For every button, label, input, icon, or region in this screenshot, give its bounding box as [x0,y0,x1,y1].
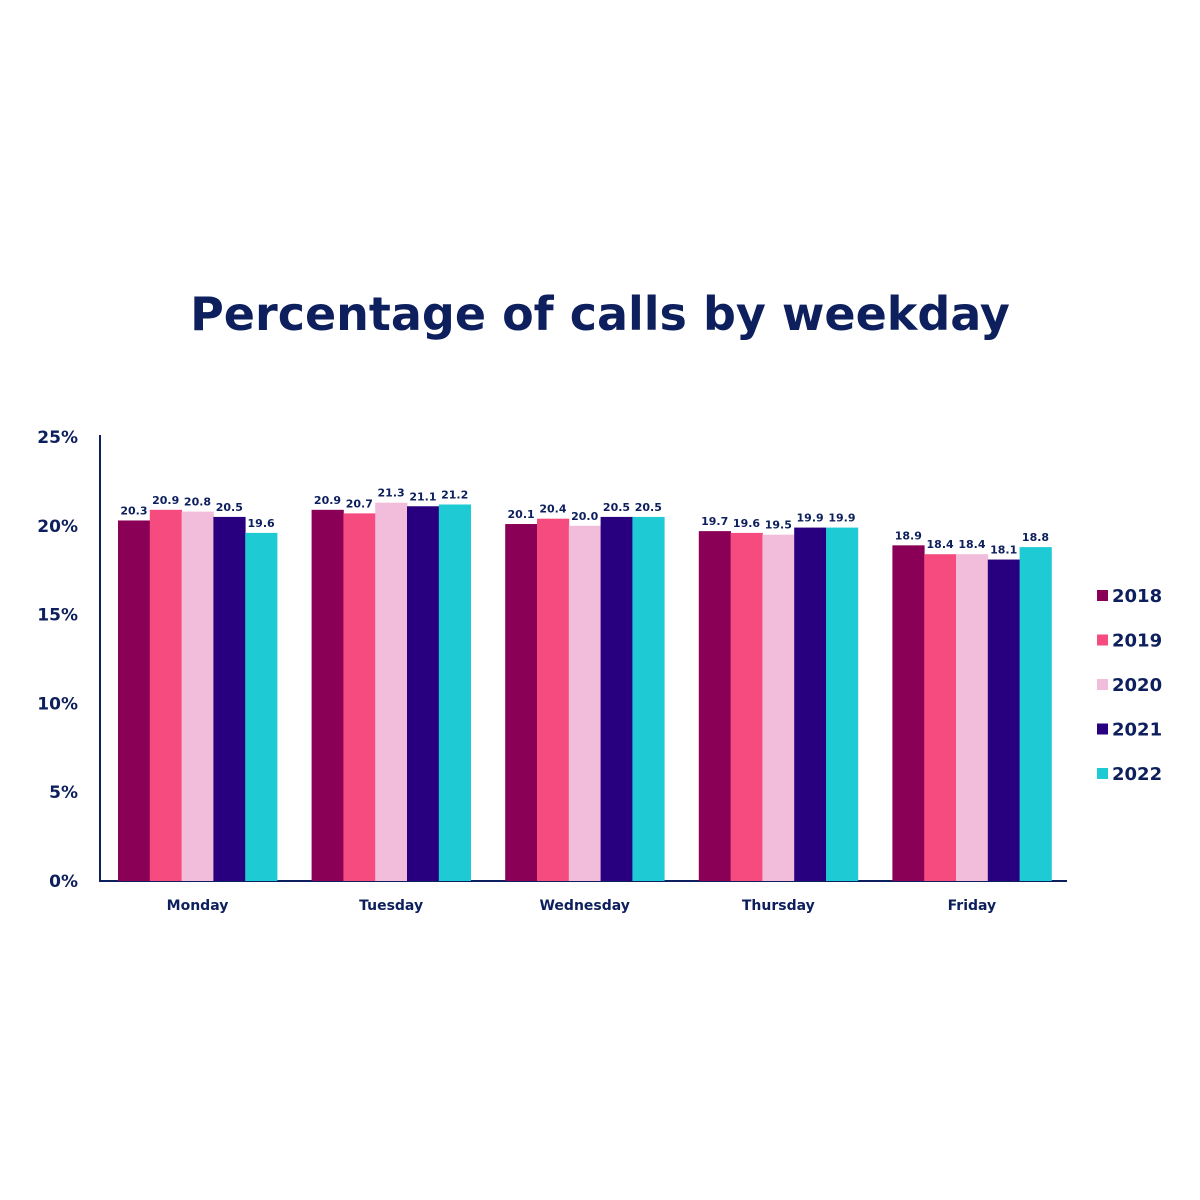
data-label: 21.2 [441,488,468,501]
data-label: 18.4 [927,538,954,551]
y-tick-label: 15% [37,606,78,626]
data-label: 19.9 [797,512,824,525]
data-label: 20.5 [603,501,630,514]
data-label: 20.5 [635,501,662,514]
bar-2021-friday [987,559,1020,881]
legend-label: 2021 [1112,720,1162,741]
y-tick-label: 0% [49,872,78,892]
y-tick-label: 25% [37,428,78,448]
bar-2021-thursday [794,527,827,881]
bar-2022-wednesday [632,516,665,881]
y-tick-label: 10% [37,694,78,714]
bar-2019-wednesday [537,518,570,881]
bar-2020-thursday [762,534,795,881]
data-label: 21.1 [409,490,436,503]
y-tick-label: 5% [49,783,78,803]
data-label: 18.4 [958,538,985,551]
x-tick-label: Tuesday [359,898,423,914]
x-tick-label: Wednesday [539,898,629,914]
data-label: 18.8 [1022,531,1049,544]
chart-title: Percentage of calls by weekday [190,287,1010,341]
data-label: 18.9 [895,529,922,542]
bar-2019-thursday [730,532,763,881]
data-label: 20.7 [346,497,373,510]
bar-2022-tuesday [438,504,471,881]
bar-2018-tuesday [311,509,344,881]
data-label: 19.6 [733,517,760,530]
plot-area: 0% 5% 10% 15% 20% 25% 20.3 20.9 20.1 19.7 18.9 20.9… [37,428,1067,914]
legend-swatch-2022 [1097,768,1108,779]
data-label: 21.3 [378,487,405,500]
legend-swatch-2020 [1097,679,1108,690]
bar-2020-tuesday [375,502,408,881]
legend-swatch-2019 [1097,634,1108,646]
legend-swatch-2021 [1097,723,1108,735]
data-label: 20.9 [314,494,341,507]
x-tick-label: Thursday [742,898,815,914]
y-tick-label: 20% [37,517,78,537]
legend-label: 2019 [1112,631,1162,652]
bar-2022-monday [245,532,278,881]
data-label: 20.9 [152,494,179,507]
legend: 2018 2019 2020 2021 2022 [1097,586,1162,785]
data-label: 20.5 [216,501,243,514]
bar-2021-monday [213,516,246,881]
bar-2020-friday [956,554,989,881]
data-label: 20.8 [184,496,211,509]
legend-label: 2022 [1112,764,1162,785]
bar-2018-thursday [698,531,731,881]
bar-2018-friday [892,545,925,881]
data-label: 20.1 [508,508,535,521]
bar-2021-tuesday [407,506,440,881]
bar-2018-wednesday [505,524,538,881]
legend-label: 2018 [1112,586,1162,607]
data-label: 20.4 [539,503,566,516]
data-label: 19.5 [765,519,792,532]
bar-2019-tuesday [343,513,376,881]
data-label: 19.6 [248,517,275,530]
bar-2021-wednesday [600,516,633,881]
x-tick-label: Monday [167,898,229,914]
bar-2022-thursday [826,527,859,881]
data-label: 19.7 [701,515,728,528]
bar-2020-wednesday [568,525,601,881]
bar-2019-friday [924,554,957,881]
data-label: 19.9 [828,512,855,525]
x-tick-label: Friday [948,898,997,914]
bar-2018-monday [118,520,151,881]
data-label: 20.3 [120,504,147,517]
legend-label: 2020 [1112,675,1162,696]
legend-swatch-2018 [1097,590,1108,601]
data-label: 20.0 [571,510,598,523]
data-label: 18.1 [990,544,1017,557]
bar-2020-monday [181,511,214,881]
bar-2019-monday [149,509,182,881]
bar-2022-friday [1019,547,1052,881]
